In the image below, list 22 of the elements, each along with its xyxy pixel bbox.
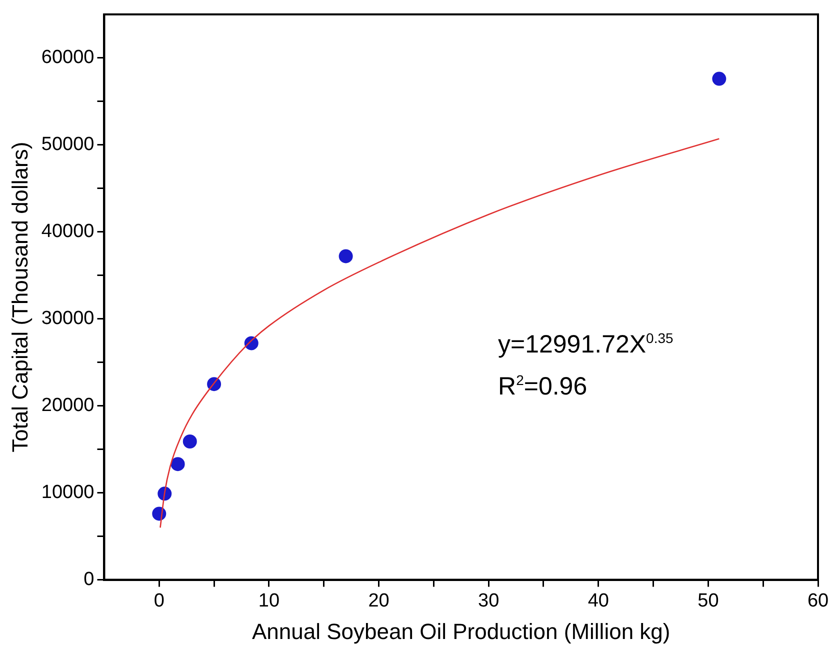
annotation: y=12991.72X$^{0.35}$: [498, 330, 674, 360]
y-axis-title: Total Capital (Thousand dollars): [7, 142, 32, 452]
x-tick-label: 0: [154, 590, 164, 612]
y-tick-label: 20000: [41, 395, 94, 416]
x-tick-label: 10: [258, 590, 280, 612]
point: [712, 72, 726, 86]
point: [338, 249, 353, 264]
y-tick-label: 40000: [41, 221, 94, 242]
x-axis-title: Annual Soybean Oil Production (Million kg): [252, 618, 670, 644]
x-tick-label: 60: [807, 590, 829, 612]
y-tick-label: 50000: [41, 134, 94, 156]
x-tick-label: 20: [368, 590, 390, 612]
x-tick-label: 30: [478, 590, 500, 612]
y-tick-label: 0: [84, 569, 94, 590]
y-tick-label: 30000: [41, 308, 94, 330]
y-tick-label: 10000: [41, 482, 94, 504]
point: [182, 434, 197, 448]
annotation: R$^{2}$=0.96: [498, 372, 588, 402]
y-tick-label: 60000: [41, 47, 94, 68]
point: [170, 457, 185, 472]
x-tick-label: 40: [588, 590, 609, 612]
x-tick-label: 50: [698, 590, 719, 612]
